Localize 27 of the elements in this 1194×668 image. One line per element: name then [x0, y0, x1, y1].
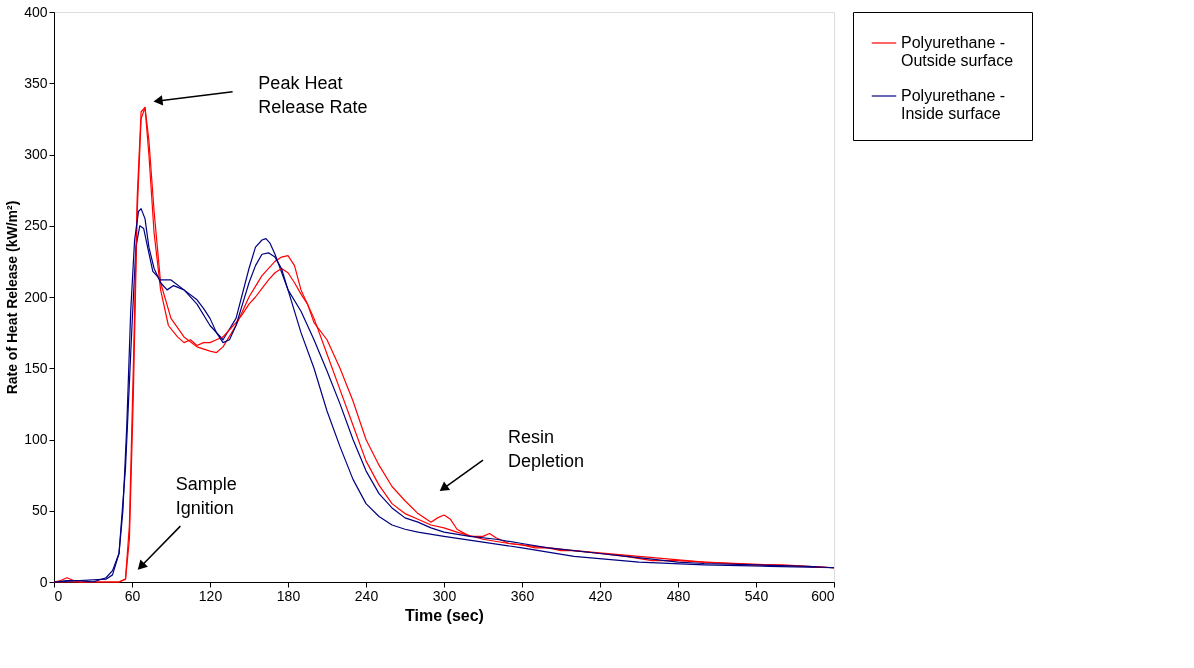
x-tick-label: 240: [354, 587, 379, 604]
y-tick-label: 300: [24, 146, 48, 162]
legend-label: Polyurethane - Inside surface: [901, 87, 1006, 122]
x-tick-label: 300: [432, 587, 457, 604]
x-axis-title: Time (sec): [405, 606, 484, 624]
y-tick-label: 100: [24, 431, 48, 447]
x-tick-label: 480: [666, 587, 691, 604]
x-tick-label: 180: [276, 587, 301, 604]
x-tick-label: 600: [811, 587, 835, 604]
y-tick-label: 200: [24, 288, 48, 305]
x-tick-label: 120: [198, 587, 223, 604]
y-tick-label: 350: [24, 74, 48, 91]
legend-label: Polyurethane - Outside surface: [901, 34, 1014, 69]
x-tick-label: 60: [124, 587, 141, 604]
x-tick-label: 0: [54, 587, 63, 604]
x-tick-label: 360: [510, 587, 535, 604]
x-tick-label: 420: [588, 587, 613, 604]
annotation: Resin Depletion: [507, 427, 585, 472]
x-tick-label: 540: [744, 587, 769, 604]
y-tick-label: 150: [24, 359, 48, 376]
annotation: Sample Ignition: [175, 474, 237, 519]
y-axis-title: Rate of Heat Release (kW/m²): [4, 200, 21, 395]
y-tick-label: 0: [39, 573, 48, 590]
annotation: Peak Heat Release Rate: [258, 72, 368, 117]
y-tick-label: 400: [24, 3, 48, 20]
y-tick-label: 250: [24, 217, 48, 234]
y-tick-label: 50: [31, 502, 48, 519]
